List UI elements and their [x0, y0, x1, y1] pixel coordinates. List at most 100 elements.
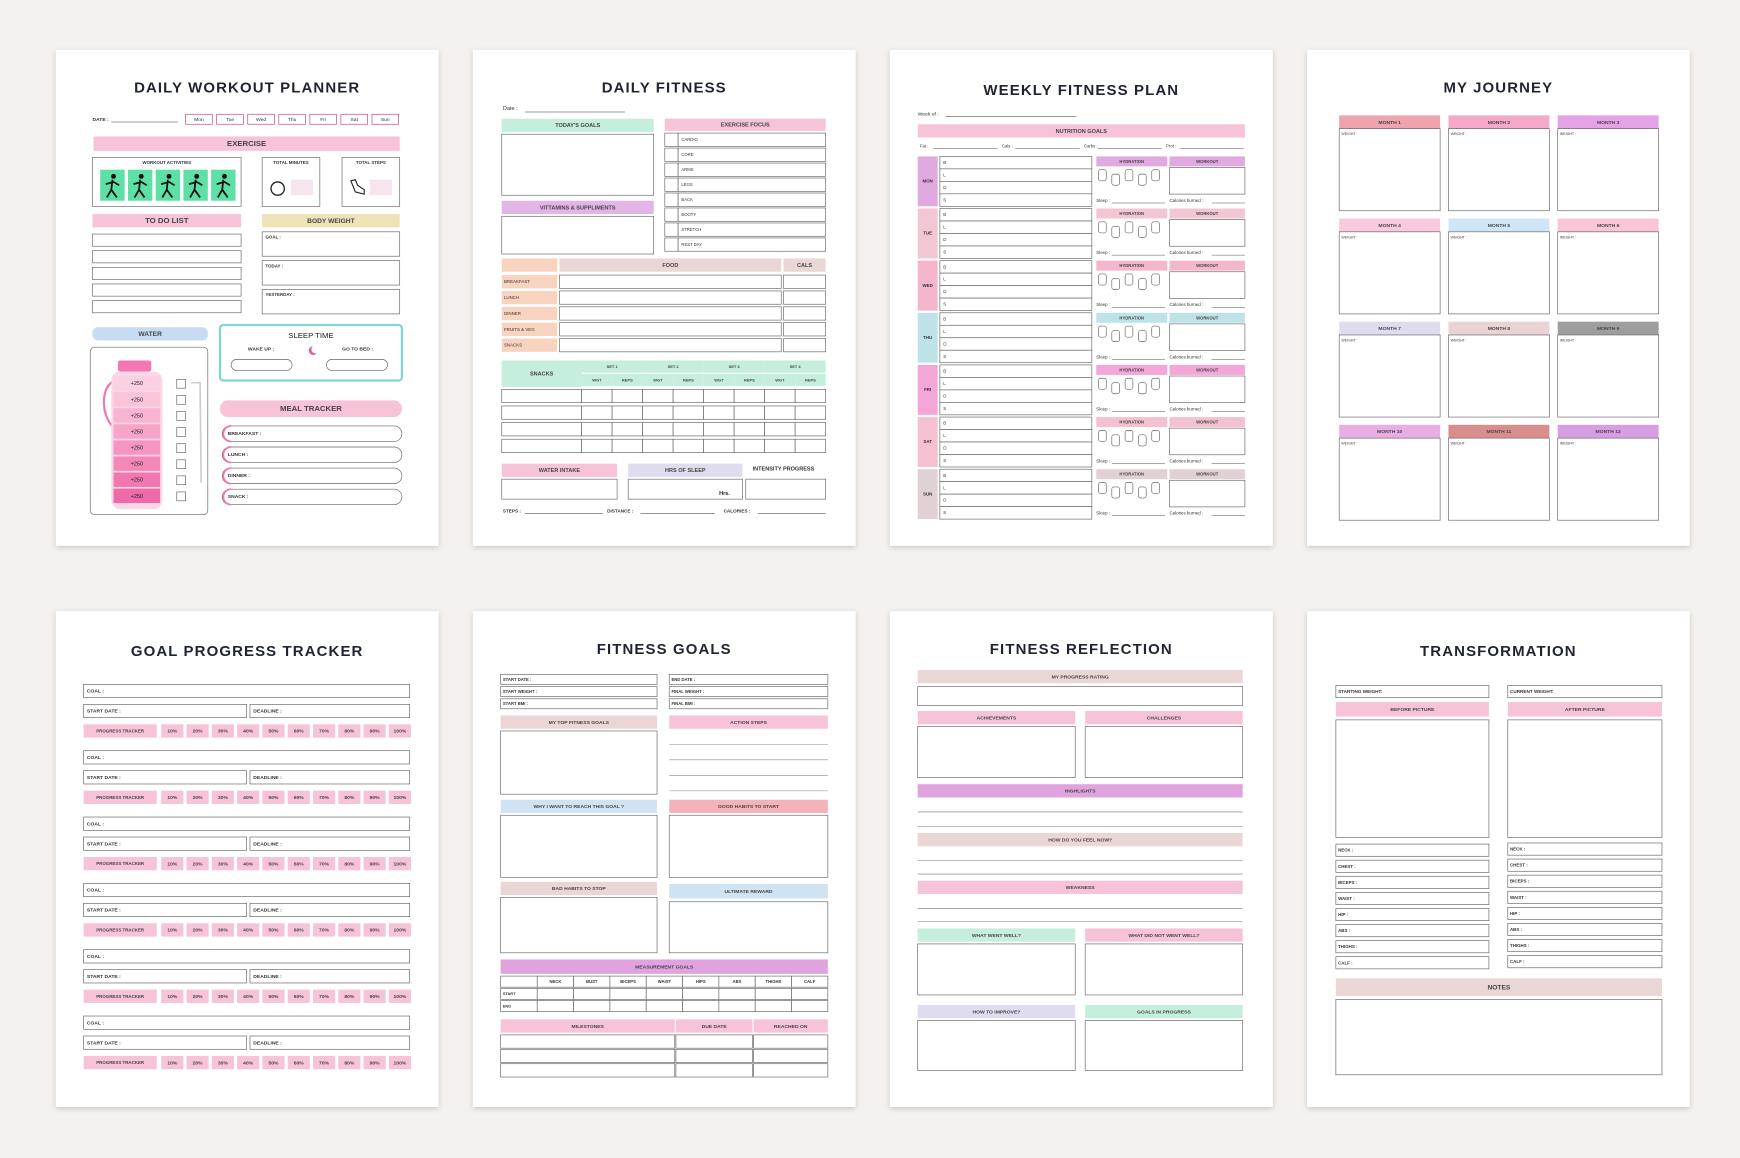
box	[1335, 719, 1490, 838]
day-tab	[917, 156, 938, 207]
box	[794, 405, 826, 420]
header-band	[501, 360, 582, 388]
header-band	[161, 989, 184, 1003]
section-heading: MILESTONES	[572, 1024, 605, 1030]
section-heading: PROGRESS TRACKER	[96, 928, 145, 933]
label: Sleep :	[1096, 511, 1110, 516]
header-band	[262, 790, 285, 804]
label: CARDIO	[681, 137, 698, 142]
icon	[194, 173, 200, 179]
section-heading: 20%	[193, 928, 204, 934]
section-heading: 90%	[370, 1060, 381, 1066]
icon	[270, 181, 286, 196]
planner-page: DAILY WORKOUT PLANNER DATE : Mon Tue Wed Thu F…	[55, 49, 439, 546]
bottle-icon	[1151, 169, 1160, 182]
label: SUN	[923, 491, 932, 496]
box	[1448, 231, 1550, 315]
header-band	[1096, 417, 1168, 428]
header-band	[312, 790, 336, 804]
box	[1507, 923, 1663, 936]
box	[1507, 719, 1663, 838]
box	[1557, 437, 1659, 521]
box	[249, 704, 411, 718]
header-band	[1507, 702, 1662, 717]
box	[733, 438, 765, 453]
section-heading: 100%	[394, 729, 407, 735]
box	[791, 987, 829, 1000]
day-tab	[917, 312, 938, 363]
box	[1507, 842, 1663, 856]
section-heading: WORKOUT	[1196, 472, 1219, 477]
label: REST DAY	[681, 242, 702, 247]
box	[501, 388, 582, 403]
label: START DATE :	[87, 908, 121, 914]
header-band	[312, 1055, 336, 1070]
box	[794, 422, 826, 437]
box	[791, 975, 829, 988]
header-band	[186, 989, 209, 1003]
bottle-icon	[1124, 221, 1134, 234]
label: DEADLINE :	[253, 841, 282, 847]
bottle-icon	[1151, 430, 1160, 442]
label: Sleep :	[1096, 302, 1110, 307]
label: BREAKFAST :	[228, 431, 262, 437]
section-heading: 10%	[167, 994, 178, 1000]
label: DATE :	[92, 117, 109, 123]
header-band	[363, 923, 386, 937]
label: Calories burned :	[1169, 406, 1203, 411]
label: D	[943, 185, 946, 190]
label: Sleep :	[1096, 250, 1110, 255]
box	[783, 322, 826, 337]
label: S	[943, 197, 946, 202]
box	[939, 272, 1093, 286]
label: SNACK :	[228, 494, 249, 500]
label: WEIGHT :	[1341, 235, 1357, 239]
box	[1557, 334, 1659, 418]
box	[672, 422, 704, 437]
label: Calories burned :	[1169, 459, 1203, 464]
header-band	[917, 1004, 1076, 1019]
label: WEIGHT :	[1451, 235, 1467, 239]
header-band	[783, 258, 826, 272]
label: START	[503, 991, 516, 996]
box	[939, 468, 1093, 483]
label: WEIGHT :	[1341, 338, 1357, 342]
section-heading: AFTER PICTURE	[1565, 707, 1606, 713]
label: B	[943, 316, 946, 321]
box	[1338, 128, 1441, 212]
section-heading: 40%	[243, 994, 254, 1000]
section-heading: NUTRITION GOALS	[1056, 129, 1108, 135]
box	[672, 388, 704, 403]
section-heading: 100%	[394, 994, 407, 1000]
header-band	[211, 790, 234, 804]
header-band	[83, 923, 157, 937]
section-heading: 70%	[319, 928, 330, 934]
box	[83, 883, 411, 898]
header-band	[1448, 424, 1550, 439]
label: D	[943, 393, 946, 398]
icon	[188, 179, 203, 198]
box	[92, 250, 242, 264]
section-heading: PROGRESS TRACKER	[96, 1060, 145, 1065]
label: NECK :	[1338, 848, 1354, 853]
header-band	[83, 790, 157, 804]
header-band	[559, 258, 782, 272]
section-heading: 30%	[218, 795, 229, 801]
label: Prot :	[1166, 144, 1176, 149]
label: YESTERDAY :	[265, 292, 295, 297]
box	[581, 388, 613, 403]
label: S	[943, 510, 946, 515]
label: SAT	[923, 439, 932, 444]
header-band	[92, 214, 242, 228]
water-level	[113, 392, 161, 407]
label: DINNER	[504, 311, 521, 316]
section-heading: 100%	[394, 861, 407, 867]
label: DISTANCE :	[607, 509, 634, 514]
header-band	[1335, 702, 1489, 717]
header-band	[312, 989, 336, 1003]
input-area	[369, 179, 392, 196]
box	[939, 181, 1093, 195]
header-band	[1169, 417, 1245, 428]
box	[536, 1000, 574, 1012]
label: B	[943, 264, 946, 269]
